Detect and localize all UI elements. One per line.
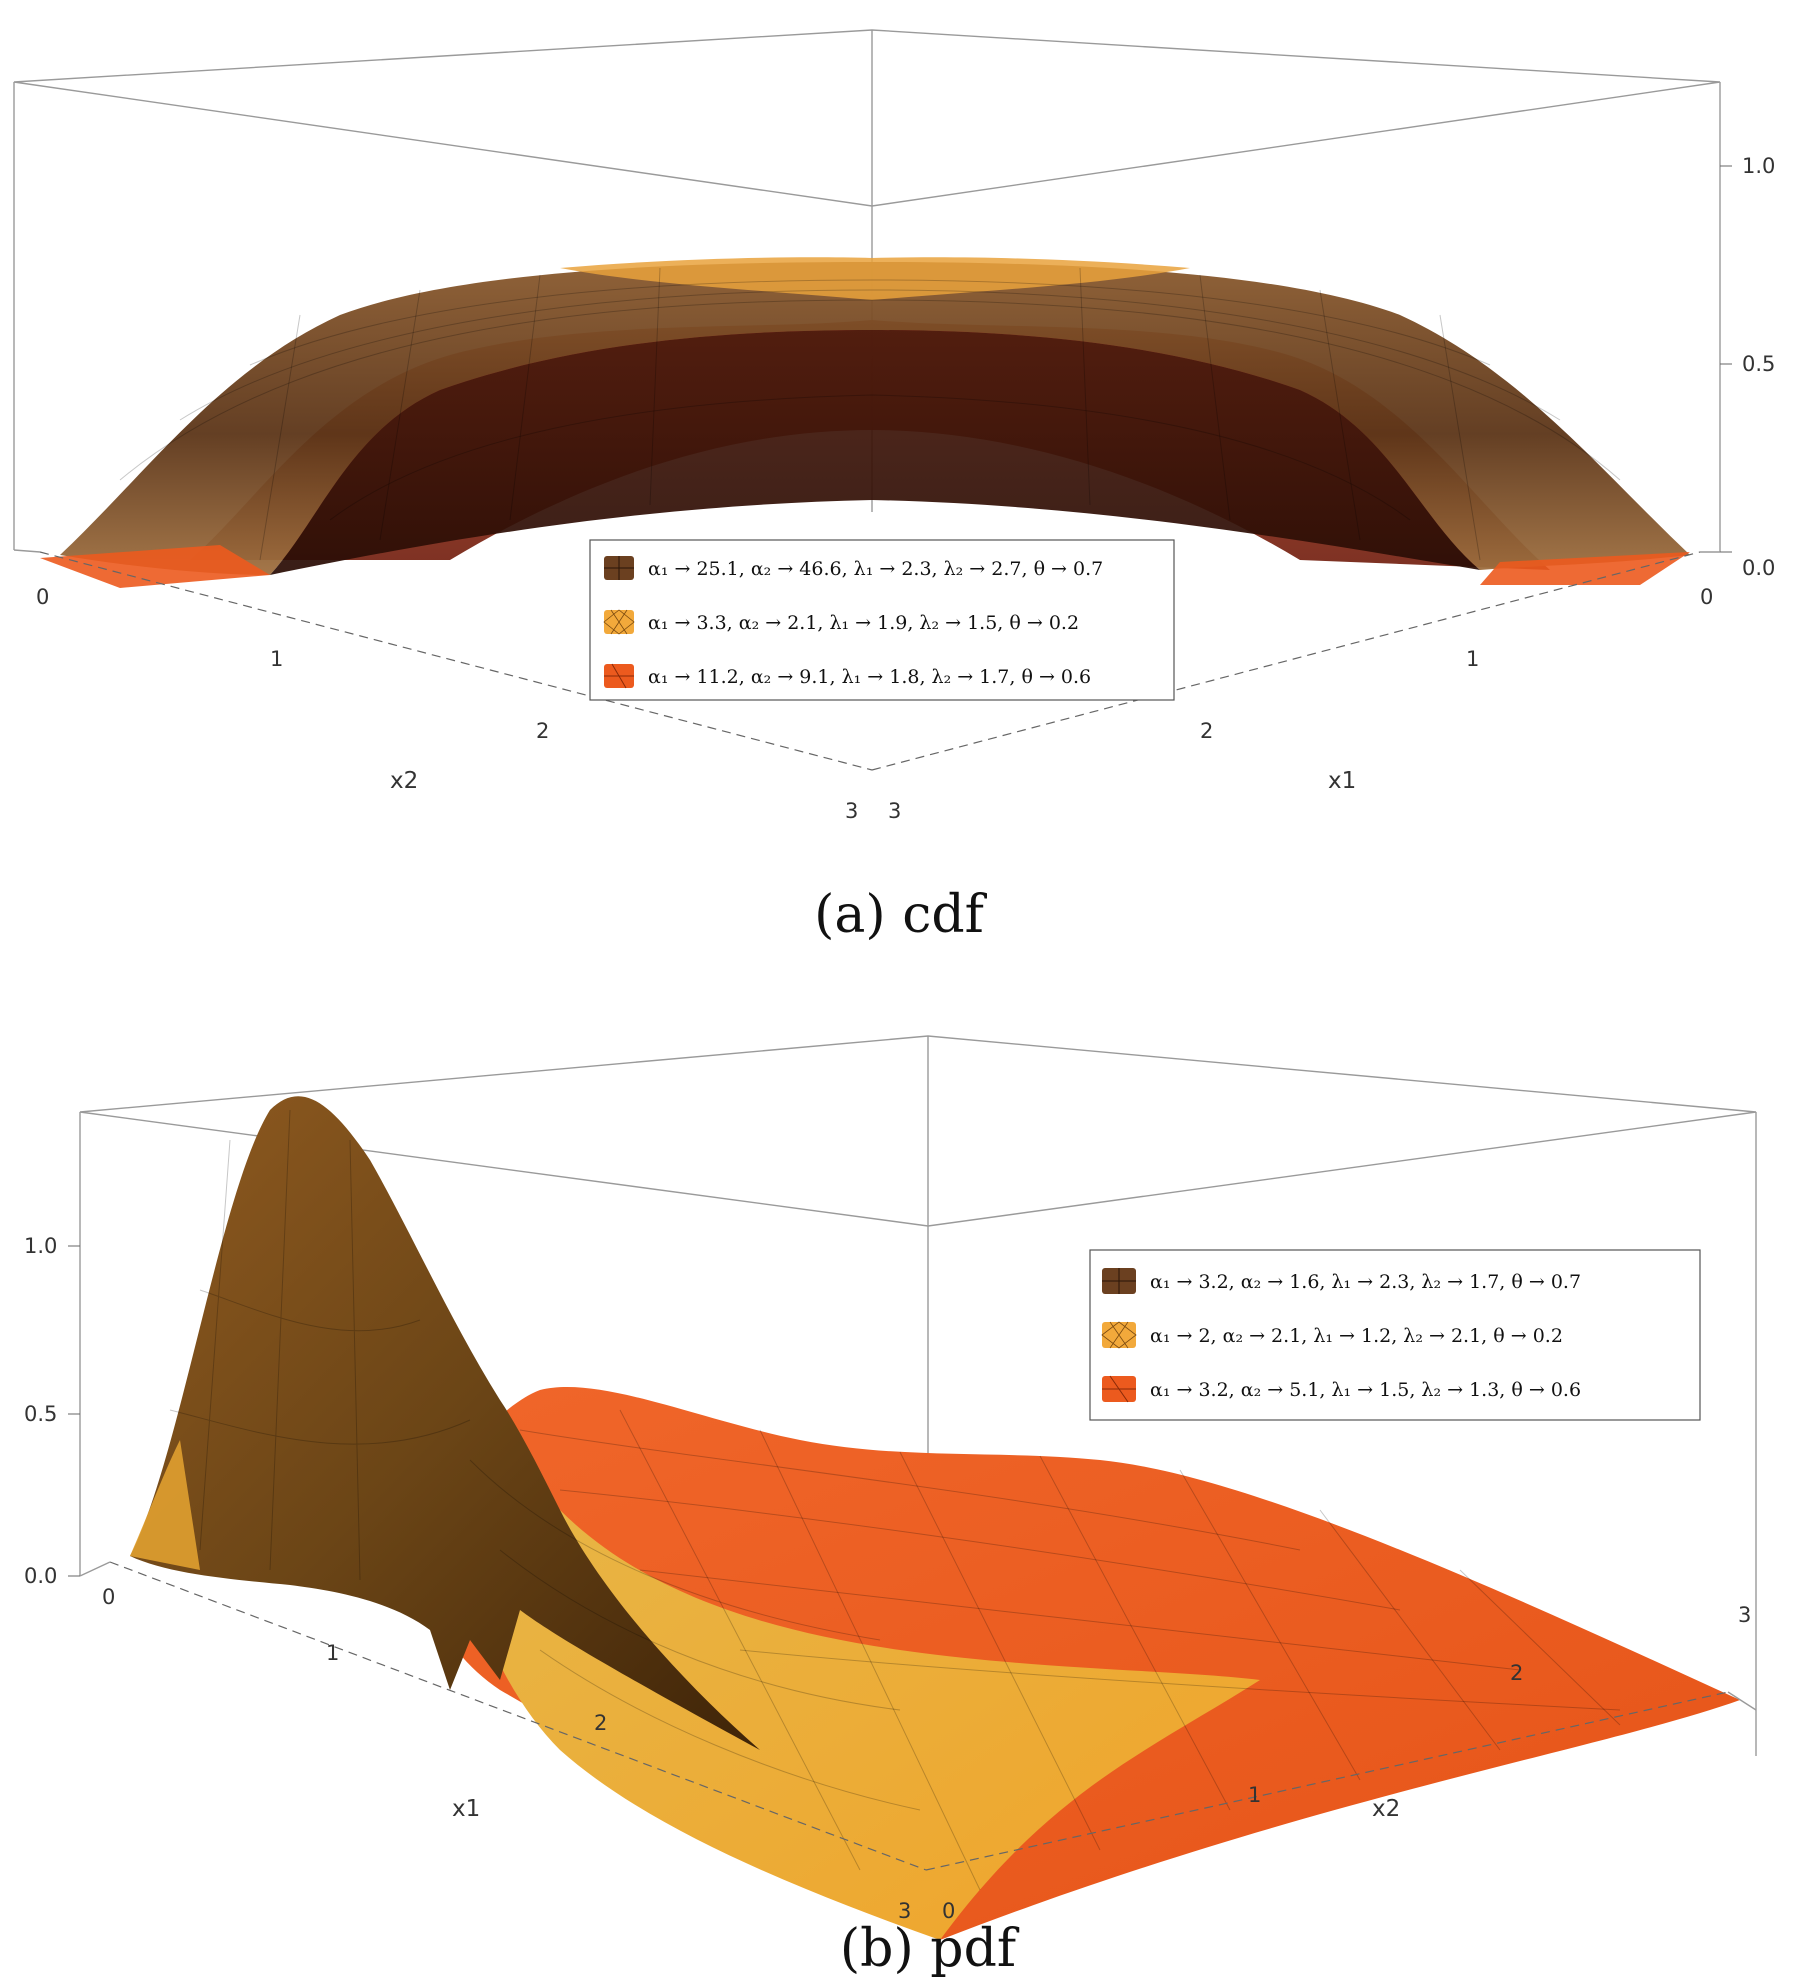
pdf-x2-tick-1: 1	[1248, 1783, 1261, 1807]
pdf-z-tick-2: 1.0	[24, 1234, 57, 1258]
pdf-x1-tick-2: 2	[594, 1711, 607, 1735]
cdf-x1-axis: 3 2 1 0 x1	[888, 585, 1713, 823]
pdf-legend-label-3: α₁ → 3.2, α₂ → 5.1, λ₁ → 1.5, λ₂ → 1.3, …	[1150, 1379, 1581, 1401]
cdf-legend-label-3: α₁ → 11.2, α₂ → 9.1, λ₁ → 1.8, λ₂ → 1.7,…	[648, 666, 1091, 688]
cdf-legend-label-2: α₁ → 3.3, α₂ → 2.1, λ₁ → 1.9, λ₂ → 1.5, …	[648, 612, 1079, 634]
cdf-z-tick-2: 1.0	[1742, 154, 1775, 178]
cdf-caption: (a) cdf	[814, 885, 988, 945]
cdf-surfaces	[40, 257, 1690, 588]
pdf-plot: 1.0 0.5 0.0 0 1 2 3 x1 0 1 2 3 x2 α₁ → 3…	[24, 1035, 1757, 1979]
pdf-x1-axis: 0 1 2 3 x1	[102, 1585, 911, 1923]
cdf-bounding-box	[13, 29, 1721, 552]
pdf-x2-label: x2	[1372, 1796, 1400, 1822]
cdf-plot: 1.0 0.5 0.0 0 1 2 3 x2 3 2 1 0 x1 α₁ → 2…	[13, 29, 1775, 945]
cdf-x2-tick-0: 0	[36, 585, 49, 609]
cdf-x2-tick-2: 2	[536, 719, 549, 743]
cdf-surface-1	[60, 262, 1690, 575]
pdf-legend-label-2: α₁ → 2, α₂ → 2.1, λ₁ → 1.2, λ₂ → 2.1, θ …	[1150, 1325, 1563, 1347]
cdf-z-tick-1: 0.5	[1742, 352, 1775, 376]
pdf-z-tick-1: 0.5	[24, 1402, 57, 1426]
pdf-x1-tick-1: 1	[326, 1641, 339, 1665]
pdf-legend-label-1: α₁ → 3.2, α₂ → 1.6, λ₁ → 2.3, λ₂ → 1.7, …	[1150, 1271, 1581, 1293]
pdf-x1-tick-0: 0	[102, 1585, 115, 1609]
pdf-surface-2	[430, 1380, 1260, 1940]
pdf-bounding-box	[79, 1035, 1757, 1756]
cdf-x1-tick-1: 1	[1466, 647, 1479, 671]
cdf-legend: α₁ → 25.1, α₂ → 46.6, λ₁ → 2.3, λ₂ → 2.7…	[589, 539, 1175, 701]
pdf-x2-tick-2: 2	[1510, 1661, 1523, 1685]
pdf-surface-1	[130, 1096, 760, 1750]
cdf-surface-2	[560, 257, 1190, 300]
cdf-z-tick-0: 0.0	[1742, 556, 1775, 580]
cdf-legend-label-1: α₁ → 25.1, α₂ → 46.6, λ₁ → 2.3, λ₂ → 2.7…	[648, 558, 1103, 580]
pdf-x2-tick-0: 0	[942, 1899, 955, 1923]
cdf-x2-tick-1: 1	[270, 647, 283, 671]
pdf-z-axis: 1.0 0.5 0.0	[24, 1234, 80, 1588]
cdf-z-axis: 1.0 0.5 0.0	[1720, 154, 1775, 580]
cdf-x2-axis: 0 1 2 3 x2	[36, 585, 858, 823]
cdf-x1-tick-0: 0	[1700, 585, 1713, 609]
pdf-x1-label: x1	[452, 1796, 480, 1822]
pdf-z-tick-0: 0.0	[24, 1564, 57, 1588]
pdf-floor-axes	[79, 1561, 1757, 1871]
pdf-caption: (b) pdf	[840, 1919, 1020, 1979]
pdf-legend: α₁ → 3.2, α₂ → 1.6, λ₁ → 2.3, λ₂ → 1.7, …	[1089, 1249, 1701, 1421]
cdf-x1-label: x1	[1328, 768, 1356, 794]
pdf-x1-tick-3: 3	[898, 1899, 911, 1923]
cdf-x1-tick-2: 2	[1200, 719, 1213, 743]
cdf-floor-axes	[13, 549, 1720, 771]
cdf-x2-tick-3: 3	[845, 799, 858, 823]
pdf-x2-tick-3: 3	[1738, 1603, 1751, 1627]
cdf-x2-label: x2	[390, 768, 418, 794]
cdf-panel: 1.0 0.5 0.0 0 1 2 3 x2 3 2 1 0 x1 α₁ → 2…	[0, 0, 1798, 960]
pdf-x2-axis: 0 1 2 3 x2	[942, 1603, 1751, 1923]
pdf-surfaces	[130, 1096, 1740, 1940]
pdf-panel: 1.0 0.5 0.0 0 1 2 3 x1 0 1 2 3 x2 α₁ → 3…	[0, 990, 1798, 1986]
cdf-x1-tick-3: 3	[888, 799, 901, 823]
